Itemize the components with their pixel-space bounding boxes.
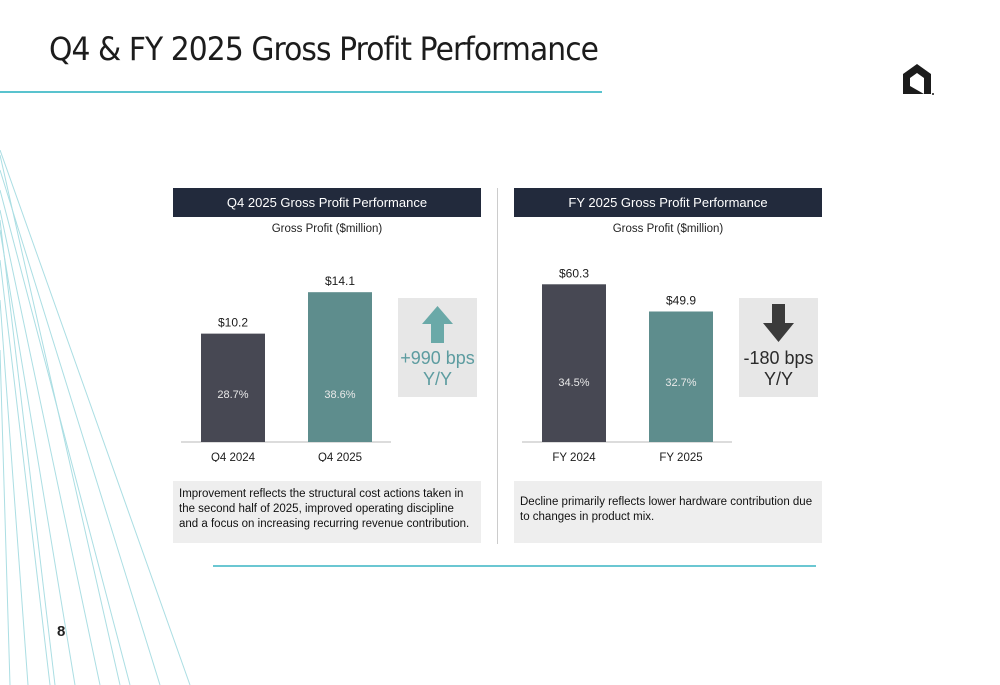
q4-change-box: +990 bps Y/Y <box>398 298 477 397</box>
page-number: 8 <box>57 623 66 640</box>
fy-margin-label-1: 34.5% <box>558 377 589 389</box>
q4-bar-2 <box>308 292 372 442</box>
q4-category-label-2: Q4 2025 <box>318 452 362 462</box>
q4-bar-1 <box>201 333 265 442</box>
fy-change-value: -180 bps <box>743 348 814 368</box>
fy-bar-2 <box>649 311 713 442</box>
q4-panel: Q4 2025 Gross Profit Performance Gross P… <box>173 188 481 548</box>
title-underline <box>0 91 602 93</box>
slide-title: Q4 & FY 2025 Gross Profit Performance <box>49 30 599 68</box>
panel-divider <box>497 188 498 544</box>
fy-change-period: Y/Y <box>763 369 793 389</box>
fy-category-label-1: FY 2024 <box>552 452 596 462</box>
fy-value-label-2: $49.9 <box>666 293 696 307</box>
q4-value-label-2: $14.1 <box>325 274 355 288</box>
arrow-up-icon <box>422 306 453 343</box>
q4-change-value: +990 bps <box>400 348 475 368</box>
fy-gross-profit-chart: Gross Profit ($million) $60.3 34.5% FY 2024… <box>522 223 732 462</box>
fy-panel: FY 2025 Gross Profit Performance Gross P… <box>514 188 822 548</box>
fy-change-box: -180 bps Y/Y <box>739 298 818 397</box>
q4-margin-label-1: 28.7% <box>217 389 248 401</box>
fy-note: Decline primarily reflects lower hardwar… <box>514 481 822 543</box>
fy-value-label-1: $60.3 <box>559 266 589 280</box>
q4-note: Improvement reflects the structural cost… <box>173 481 481 543</box>
fy-panel-header: FY 2025 Gross Profit Performance <box>514 188 822 217</box>
fy-chart-subtitle: Gross Profit ($million) <box>613 223 724 235</box>
q4-value-label-1: $10.2 <box>218 316 248 330</box>
q4-panel-header: Q4 2025 Gross Profit Performance <box>173 188 481 217</box>
decorative-lines <box>0 150 191 685</box>
q4-gross-profit-chart: Gross Profit ($million) $10.2 28.7% Q4 2024… <box>181 223 391 462</box>
q4-category-label-1: Q4 2024 <box>211 452 256 462</box>
company-logo-icon <box>903 64 934 95</box>
fy-bar-1 <box>542 284 606 442</box>
bottom-rule <box>213 565 816 567</box>
q4-chart-subtitle: Gross Profit ($million) <box>272 223 383 235</box>
q4-change-period: Y/Y <box>422 369 452 389</box>
q4-margin-label-2: 38.6% <box>324 389 355 401</box>
fy-category-label-2: FY 2025 <box>659 452 702 462</box>
arrow-down-icon <box>763 304 794 342</box>
fy-margin-label-2: 32.7% <box>665 377 696 389</box>
